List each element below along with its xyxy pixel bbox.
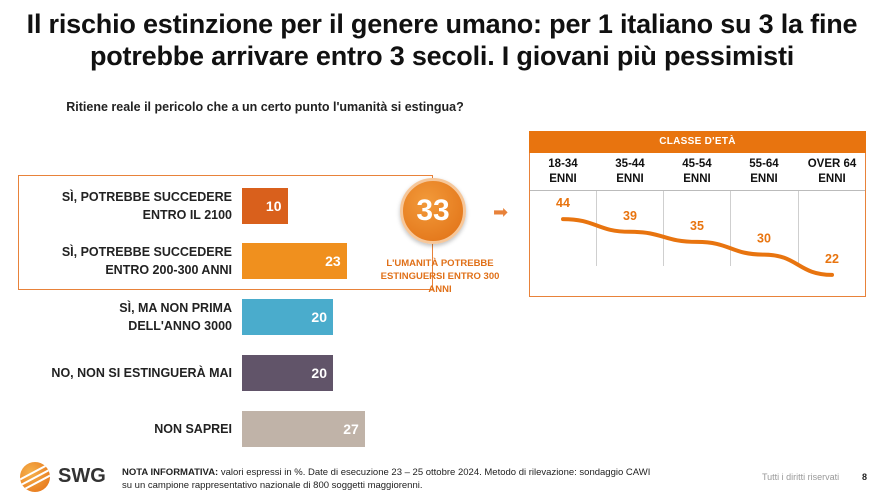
bar: 20 [242, 355, 333, 391]
age-category-label: 18-34 ENNI [548, 158, 578, 185]
note-line-1: valori espressi in %. Date di esecuzione… [218, 467, 651, 478]
age-category-label: OVER 64 ENNI [807, 158, 857, 185]
bar-value: 23 [325, 253, 341, 269]
bar-value: 20 [311, 365, 327, 381]
page-number: 8 [862, 472, 868, 482]
bar-label: NO, NON SI ESTINGUERÀ MAI [51, 366, 232, 380]
bar: 20 [242, 299, 333, 335]
bar-label: SÌ, POTREBBE SUCCEDERE ENTRO IL 2100 [61, 190, 232, 222]
rights-text: Tutti i diritti riservati [762, 472, 840, 482]
logo-text: SWG [58, 465, 106, 487]
survey-question: Ritiene reale il pericolo che a un certo… [66, 100, 464, 114]
note-line-2: su un campione rappresentativo nazionale… [122, 480, 423, 491]
footer-note: NOTA INFORMATIVA: valori espressi in %. … [122, 466, 682, 492]
note-label: NOTA INFORMATIVA: [122, 467, 219, 478]
bar: 10 [242, 188, 288, 224]
age-data-label: 39 [623, 209, 637, 223]
age-data-label: 35 [690, 219, 704, 233]
bar: 27 [242, 411, 365, 447]
age-gridline [798, 191, 799, 266]
age-data-label: 44 [556, 196, 570, 210]
page-title: Il rischio estinzione per il genere uman… [0, 8, 884, 72]
badge-note-line-2: ESTINGUERSI ENTRO 300 ANNI [380, 271, 500, 295]
age-category-label: 35-44 ENNI [615, 158, 645, 185]
bar-label: NON SAPREI [154, 422, 232, 436]
bar-label: SÌ, POTREBBE SUCCEDERE ENTRO 200-300 ANNI [61, 245, 232, 277]
age-gridline [730, 191, 731, 266]
age-series-line [561, 217, 834, 277]
age-gridline [596, 191, 597, 266]
age-gridline [663, 191, 664, 266]
bar: 23 [242, 243, 347, 279]
title-line-2: potrebbe arrivare entro 3 secoli. I giov… [89, 41, 795, 71]
age-divider [530, 190, 865, 191]
total-badge: 33 [400, 178, 466, 244]
age-data-label: 30 [757, 232, 771, 246]
title-line-1: Il rischio estinzione per il genere uman… [26, 9, 858, 39]
bar-value: 10 [265, 198, 282, 214]
age-category-label: 55-64 ENNI [749, 158, 779, 185]
age-panel-header: CLASSE D'ETÀ [529, 131, 866, 153]
swg-logo-icon [20, 462, 50, 492]
arrow-right-icon: ➡ [493, 202, 509, 222]
badge-note-line-1: L'UMANITÀ POTREBBE [386, 258, 494, 269]
bar-value: 20 [311, 309, 327, 325]
bar-value: 27 [343, 421, 359, 437]
bar-label: SÌ, MA NON PRIMA DELL'ANNO 3000 [119, 301, 232, 333]
age-data-label: 22 [825, 252, 839, 266]
age-category-label: 45-54 ENNI [682, 158, 712, 185]
badge-note: L'UMANITÀ POTREBBE ESTINGUERSI ENTRO 300… [370, 257, 510, 296]
